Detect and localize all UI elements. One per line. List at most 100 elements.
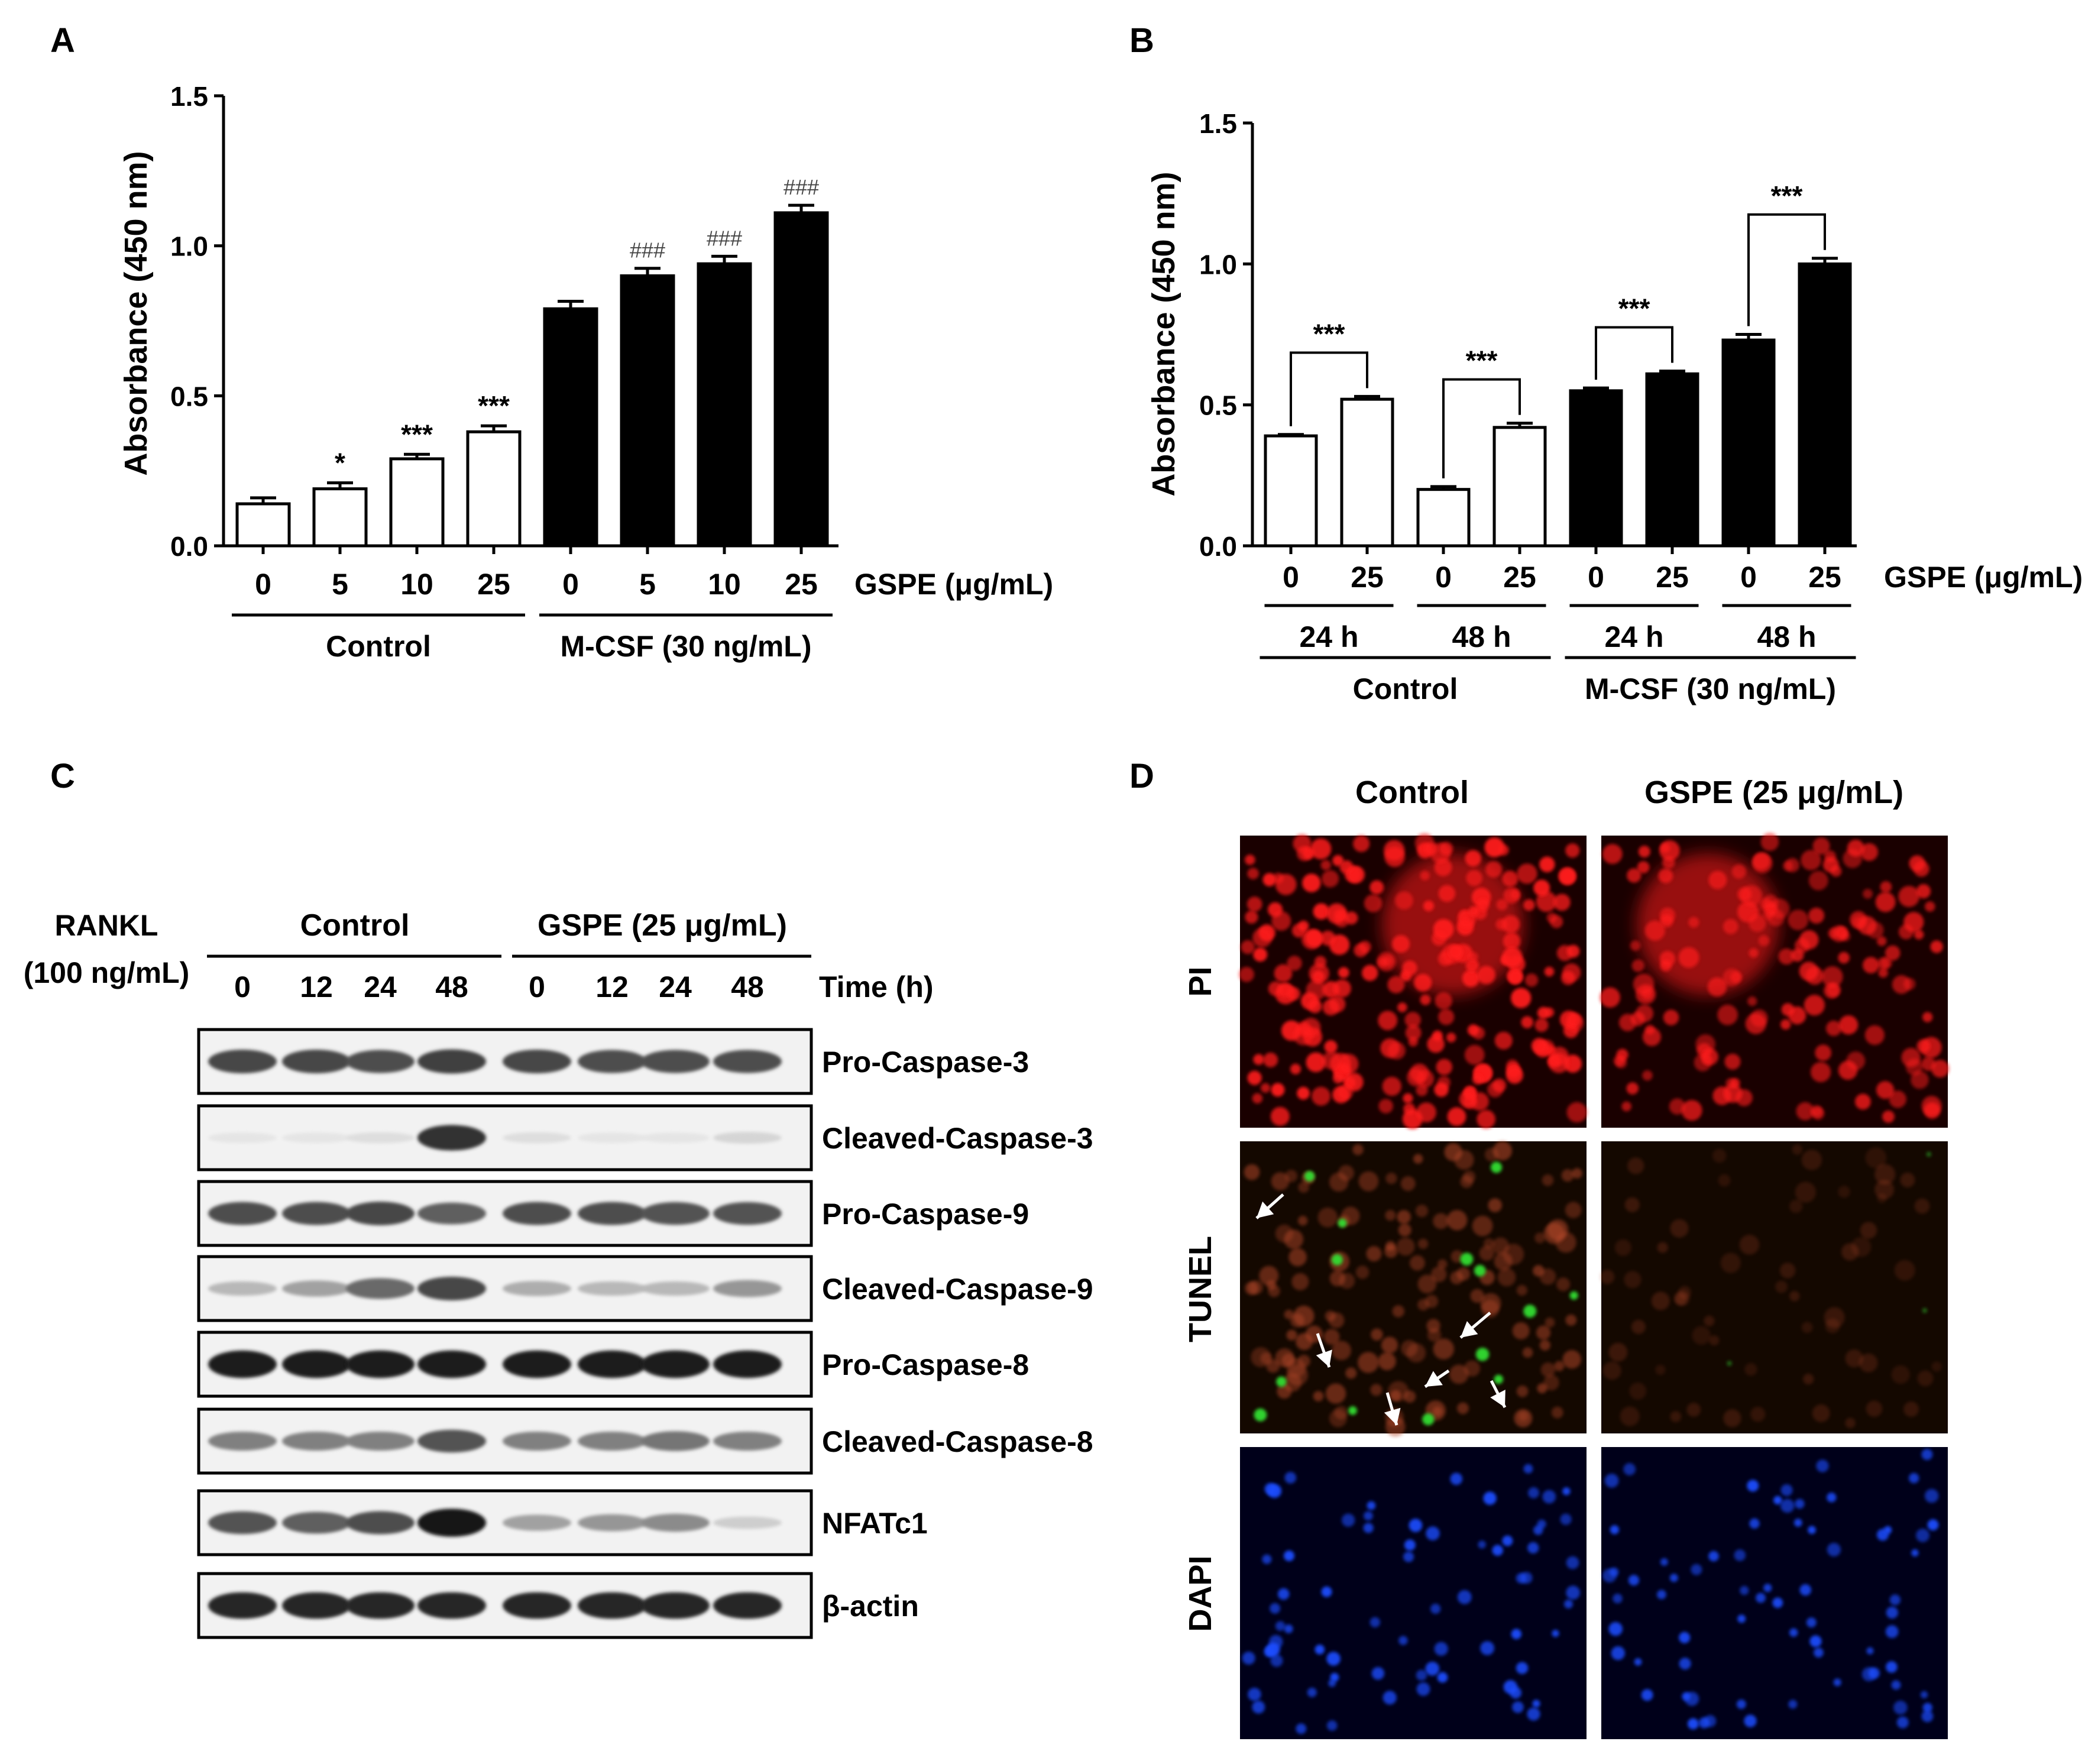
nucleus [1886,1606,1899,1619]
cell [1324,1040,1338,1054]
nucleus [1814,1648,1824,1658]
cell [1651,1292,1670,1310]
cell [1903,912,1924,933]
cell [1566,944,1580,958]
blot-band [417,1592,486,1619]
bar [389,457,445,548]
cell [1245,855,1255,865]
bar [620,274,675,548]
micrograph-column-gspe: GSPE (25 μg/mL) [1644,775,1903,810]
bar [1492,426,1547,548]
nucleus [1416,1682,1430,1696]
nucleus [1628,1575,1640,1586]
cell [1417,1274,1437,1294]
cell [1472,1215,1493,1237]
tunel-positive-cell [1494,1374,1504,1384]
cell [1405,1025,1422,1041]
tunel-positive-cell [1422,1413,1435,1426]
blot-band [417,1125,486,1151]
cell [1863,889,1873,899]
cell [1345,911,1358,925]
cell [1657,1242,1668,1253]
bar [1340,397,1394,548]
cell [1877,957,1890,970]
nucleus [1502,1535,1513,1546]
nucleus [1641,1689,1653,1701]
blot-band [578,1592,646,1619]
blot-band [282,1202,351,1225]
micrograph-background [1601,1141,1948,1433]
nucleus [1512,1701,1524,1713]
nucleus [1528,1487,1539,1498]
nucleus [1908,1472,1919,1484]
blot-band [503,1281,571,1296]
cell [1387,976,1405,993]
nucleus [1426,1526,1440,1540]
cell [1271,1083,1285,1097]
nucleus [1315,1645,1325,1655]
x-tick-label: 0 [255,568,271,601]
cell [1395,891,1413,910]
nucleus [1691,1564,1702,1575]
arrow-head [1425,1371,1443,1387]
cell [1561,1169,1574,1182]
x-tick-label: 5 [332,568,348,601]
blot-band [417,1509,486,1537]
cell [1451,1250,1464,1263]
nucleus [1527,1542,1539,1554]
cell [1320,860,1331,870]
cell [1916,1039,1931,1053]
blot-label: Cleaved-Caspase-3 [822,1122,1093,1155]
nucleus [1893,1700,1908,1715]
cell [1472,1027,1485,1040]
group-label: Control [1353,672,1458,705]
cell [1347,866,1365,883]
nucleus [1364,1511,1373,1521]
cell [1795,1182,1817,1203]
cell [1477,1109,1496,1129]
blot-row: Pro-Caspase-8 [197,1331,1029,1398]
cell [1838,1060,1858,1080]
cell [1841,931,1851,941]
nucleus [1816,1459,1829,1472]
nucleus [1634,1658,1642,1666]
nucleus [1371,1667,1385,1680]
blot-band [208,1592,277,1619]
blot-band [641,1431,710,1451]
cell [1345,1367,1357,1379]
blot-band [346,1050,415,1073]
cell [1437,951,1453,966]
cell [1917,1370,1934,1387]
significance-bracket [1442,378,1521,478]
y-tick-label: 0.0 [1199,531,1237,562]
cell [1398,1224,1411,1237]
cell [1859,1353,1878,1373]
cell [1608,1342,1628,1362]
bar [1721,338,1776,548]
cell [1245,910,1258,924]
lane-label: 48 [435,970,468,1004]
nucleus [1808,1526,1816,1535]
cell [1864,1025,1885,1045]
cell [1297,1215,1308,1226]
arrow-head [1461,1321,1478,1338]
tunel-positive-cell [1922,1308,1927,1313]
blot-band [282,1132,351,1143]
blot-label: β-actin [822,1590,919,1623]
y-tick-label: 0.0 [170,531,208,562]
cell [1792,1144,1803,1155]
nucleus [1868,1667,1880,1679]
nucleus [1708,1551,1719,1562]
nucleus [1922,1702,1932,1713]
nucleus [1734,1549,1746,1561]
cell [1821,966,1843,988]
nucleus [1284,1472,1297,1484]
blot-row: Cleaved-Caspase-3 [197,1104,1093,1171]
nucleus [1788,1700,1798,1709]
cell [1447,1107,1466,1127]
nucleus [1610,1525,1620,1535]
nucleus [1409,1519,1423,1532]
cell [1270,1106,1290,1126]
cell [1382,956,1393,967]
cell [1602,1361,1621,1380]
